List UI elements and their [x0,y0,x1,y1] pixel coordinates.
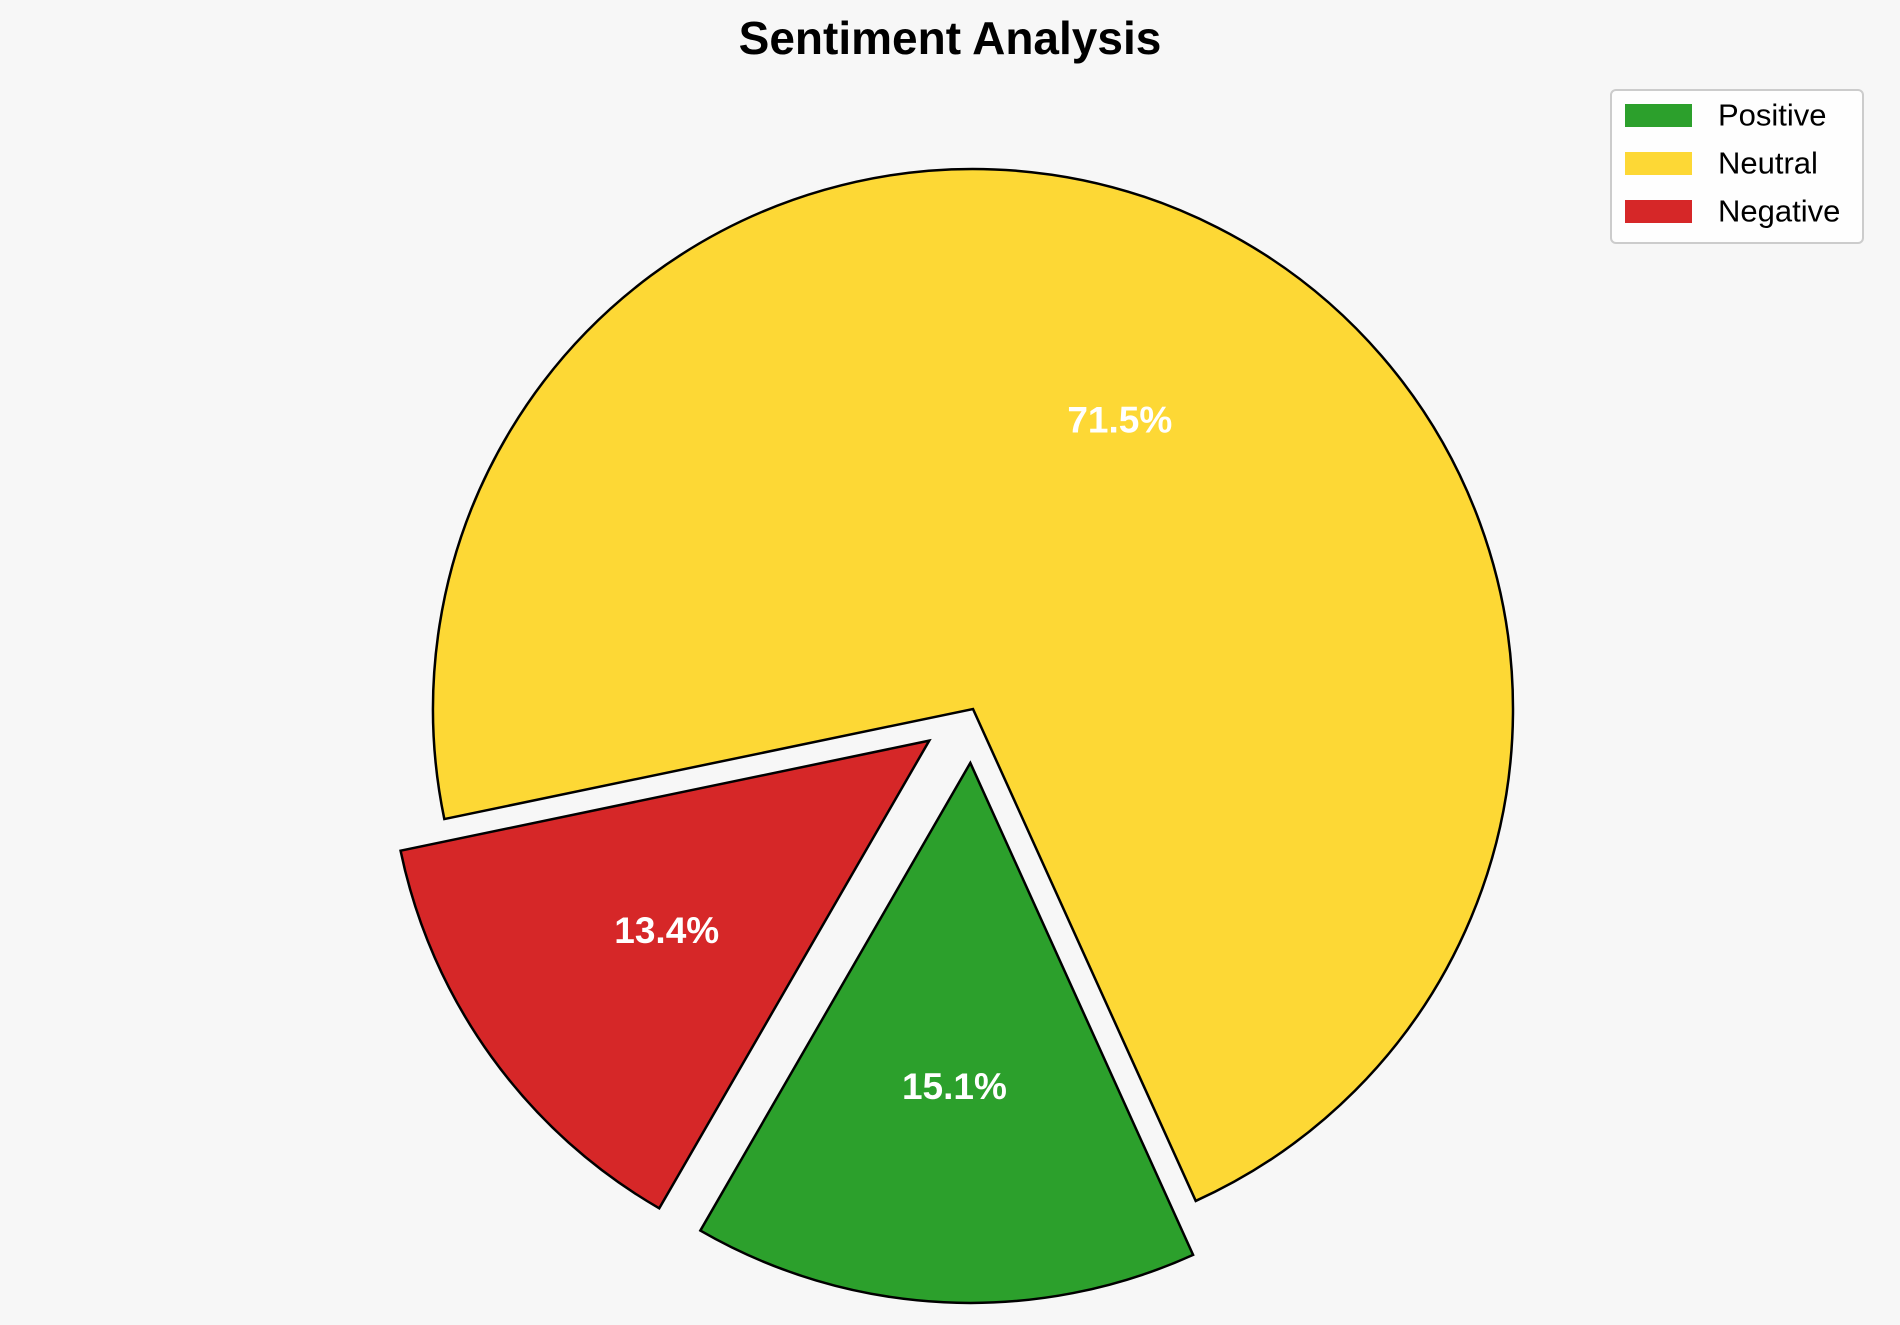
legend-swatch-negative [1625,200,1692,223]
legend-label-positive: Positive [1718,98,1827,133]
slice-label-negative: 13.4% [614,910,719,951]
legend: Positive Neutral Negative [1610,89,1864,244]
legend-label-neutral: Neutral [1718,146,1818,181]
legend-swatch-neutral [1625,152,1692,175]
pie-slice-negative [399,738,932,1211]
chart-title: Sentiment Analysis [739,12,1162,64]
pie-slice-positive [698,760,1195,1305]
legend-swatch-positive [1625,104,1692,127]
slice-label-positive: 15.1% [902,1066,1007,1107]
pie-slices [399,167,1515,1305]
pie-slice-labels: 15.1% 71.5% 13.4% [614,400,1172,1107]
legend-items: Positive Neutral Negative [1625,98,1840,229]
legend-label-negative: Negative [1718,194,1840,229]
pie-slice-neutral [431,167,1515,1203]
slice-label-neutral: 71.5% [1067,400,1172,441]
